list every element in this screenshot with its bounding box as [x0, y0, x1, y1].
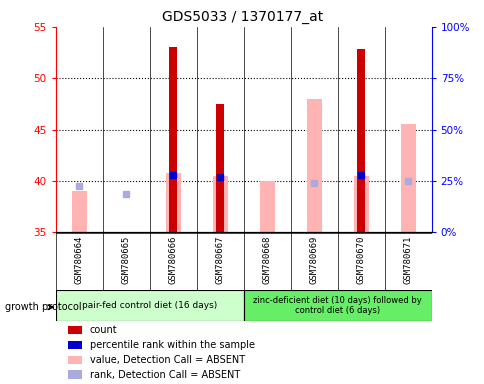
- Bar: [56, 290, 243, 321]
- Bar: [212, 176, 227, 232]
- Text: GSM780664: GSM780664: [75, 236, 84, 284]
- Text: growth protocol: growth protocol: [5, 302, 81, 312]
- Text: GSM780666: GSM780666: [168, 236, 177, 284]
- Text: percentile rank within the sample: percentile rank within the sample: [90, 340, 254, 350]
- Text: value, Detection Call = ABSENT: value, Detection Call = ABSENT: [90, 355, 244, 365]
- Text: GSM780669: GSM780669: [309, 236, 318, 284]
- Bar: [72, 191, 87, 232]
- Text: GSM780671: GSM780671: [403, 236, 412, 284]
- Bar: [215, 104, 224, 232]
- Bar: [356, 50, 364, 232]
- Text: GSM780668: GSM780668: [262, 236, 271, 284]
- Bar: [68, 356, 82, 364]
- Bar: [353, 176, 368, 232]
- Text: count: count: [90, 325, 117, 335]
- Bar: [168, 47, 177, 232]
- Bar: [259, 181, 274, 232]
- Bar: [166, 173, 181, 232]
- Text: zinc-deficient diet (10 days) followed by
control diet (6 days): zinc-deficient diet (10 days) followed b…: [253, 296, 421, 315]
- Text: GSM780667: GSM780667: [215, 236, 224, 284]
- Text: pair-fed control diet (16 days): pair-fed control diet (16 days): [82, 301, 217, 310]
- Bar: [400, 124, 415, 232]
- Text: GDS5033 / 1370177_at: GDS5033 / 1370177_at: [162, 10, 322, 23]
- Text: GSM780670: GSM780670: [356, 236, 365, 284]
- Bar: [68, 341, 82, 349]
- Bar: [68, 326, 82, 334]
- Bar: [243, 290, 431, 321]
- Text: rank, Detection Call = ABSENT: rank, Detection Call = ABSENT: [90, 370, 240, 380]
- Bar: [306, 99, 321, 232]
- Text: GSM780665: GSM780665: [121, 236, 131, 284]
- Bar: [68, 371, 82, 379]
